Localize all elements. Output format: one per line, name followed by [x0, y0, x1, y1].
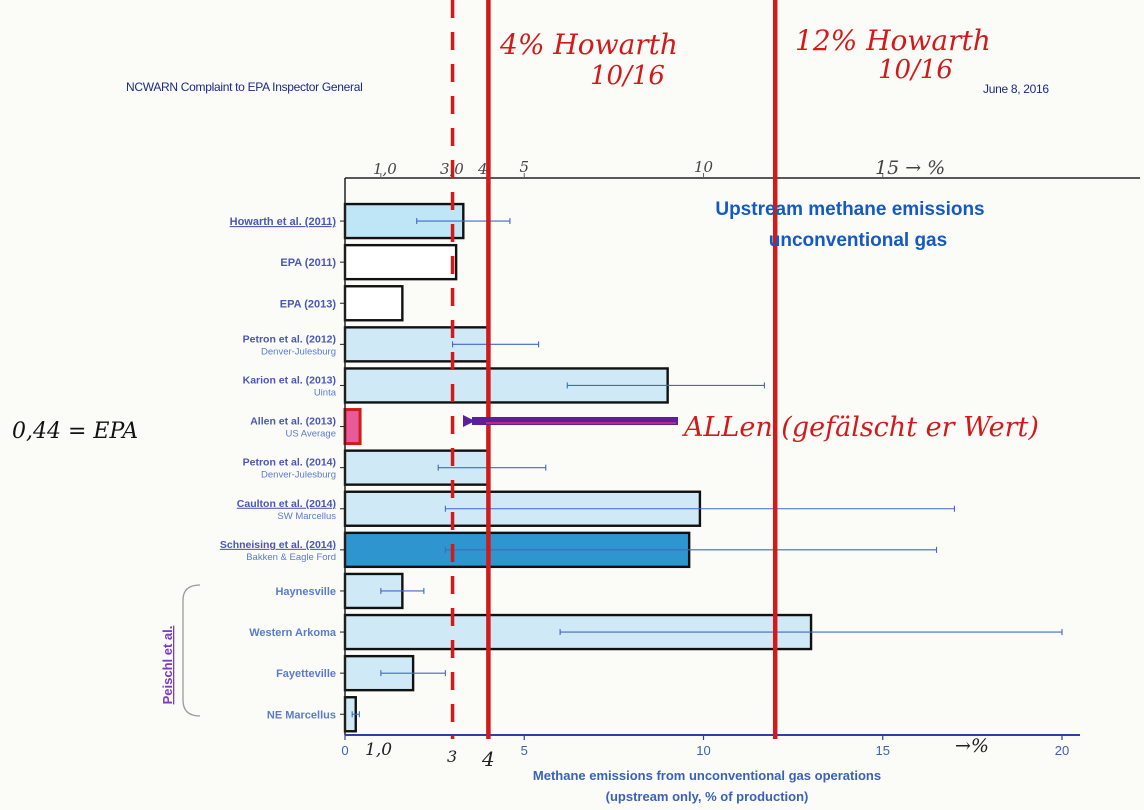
bar-5 [343, 408, 362, 446]
bar-9 [343, 572, 404, 610]
epa-note: 0,44 = EPA [12, 419, 138, 444]
category-label-5: Allen et al. (2013) [250, 416, 336, 428]
x-tick-label-3: 15 [876, 743, 890, 758]
howarth-4-label: 4% Howarth [499, 28, 678, 61]
category-label-11: Fayetteville [276, 668, 336, 680]
x-tick-label-0: 0 [341, 743, 348, 758]
x-tick-label-4: 20 [1055, 743, 1069, 758]
document-date: June 8, 2016 [983, 82, 1049, 96]
category-label-1: EPA (2011) [280, 257, 336, 269]
category-label-9: Haynesville [275, 586, 336, 598]
group-bracket [182, 584, 201, 717]
x-tick-label-1: 5 [521, 743, 528, 758]
category-label-8: Schneising et al. (2014) [220, 539, 336, 551]
bottom-mark-1: 1,0 [365, 740, 392, 760]
x-axis-label: Methane emissions from unconventional ga… [533, 768, 881, 783]
bottom-mark-4: 4 [481, 747, 495, 771]
group-label: Peischl et al. [160, 626, 175, 705]
top-mark-1: 1,0 [373, 160, 397, 178]
reference-lines-layer [450, 0, 778, 739]
allen-note: ALLen (gefälscht er Wert) [681, 412, 1039, 443]
category-sublabel-7: SW Marcellus [277, 511, 336, 522]
category-sublabel-3: Denver-Julesburg [261, 346, 336, 357]
chart-title-line1: Upstream methane emissions [715, 199, 984, 220]
x-axis-sublabel: (upstream only, % of production) [606, 789, 809, 804]
category-sublabel-6: Denver-Julesburg [261, 470, 336, 481]
category-label-2: EPA (2013) [280, 298, 337, 310]
category-label-10: Western Arkoma [249, 627, 337, 639]
category-label-6: Petron et al. (2014) [243, 457, 336, 469]
howarth-12-date: 10/16 [878, 55, 953, 85]
category-sublabel-8: Bakken & Eagle Ford [246, 552, 336, 563]
chart-title-line2: unconventional gas [769, 230, 947, 251]
bottom-mark-3: 3 [447, 747, 457, 766]
category-sublabel-5: US Average [285, 429, 336, 440]
labels-layer: Howarth et al. (2011) EPA (2011) EPA (2013… [220, 216, 337, 721]
top-tick-label-5: 5 [519, 158, 529, 176]
howarth-12-label: 12% Howarth [795, 24, 991, 57]
document-title: NCWARN Complaint to EPA Inspector Genera… [126, 80, 363, 94]
category-label-12: NE Marcellus [267, 709, 336, 721]
category-label-7: Caulton et al. (2014) [237, 498, 336, 510]
howarth-4-date: 10/16 [590, 61, 665, 91]
axes-layer: 0 5 10 15 20 5 10 [340, 158, 1140, 758]
top-mark-4: 4 [477, 160, 488, 178]
top-tick-label-10: 10 [694, 158, 714, 176]
category-label-3: Petron et al. (2012) [243, 333, 336, 345]
category-label-0: Howarth et al. (2011) [230, 216, 337, 228]
top-mark-3: 3,0 [440, 160, 464, 178]
category-label-4: Karion et al. (2013) [243, 374, 336, 386]
category-sublabel-4: Uinta [314, 387, 337, 398]
bottom-axis-note: →% [955, 735, 989, 757]
top-axis-note: 15 → % [875, 157, 945, 179]
x-tick-label-2: 10 [696, 743, 710, 758]
bar-1 [343, 243, 458, 281]
bar-2 [343, 285, 404, 322]
